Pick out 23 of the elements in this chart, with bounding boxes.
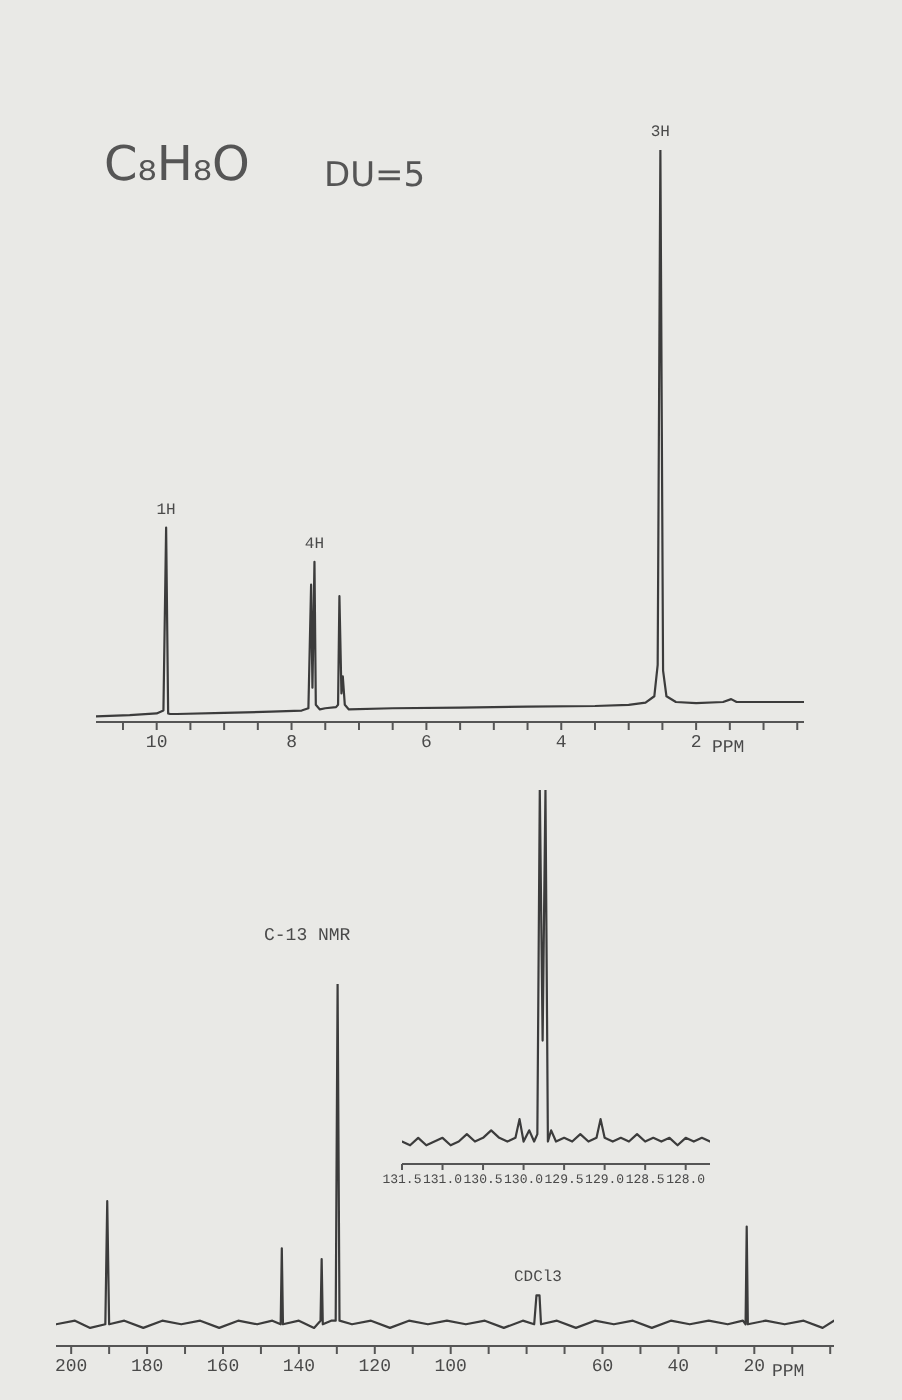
annotation: 1H	[156, 501, 177, 520]
chart-title: C-13 NMR	[264, 926, 351, 946]
x-axis-title: PPM	[712, 738, 745, 758]
annotation: 4H	[304, 535, 325, 554]
x-tick-label: 140	[282, 1356, 316, 1377]
x-tick-label: 160	[206, 1356, 240, 1377]
annotation: DU=5	[324, 156, 426, 196]
x-tick-label: 100	[434, 1356, 467, 1377]
x-tick-label: 20	[743, 1356, 766, 1377]
x-tick-label: 8	[286, 732, 297, 753]
x-tick-label: 6	[420, 732, 432, 753]
x-tick-label: 200	[54, 1356, 88, 1377]
annotation: 3H	[650, 124, 671, 142]
x-tick-label: 2	[690, 732, 702, 753]
x-tick-label: 40	[667, 1356, 690, 1377]
x-tick-label: 10	[145, 732, 168, 753]
annotation: CDCl3	[513, 1269, 563, 1288]
x-tick-label: 4	[555, 732, 567, 753]
annotation: C₈H₈O	[104, 136, 250, 192]
x-tick-label: 180	[130, 1356, 164, 1377]
x-tick-label: 60	[591, 1356, 614, 1377]
x-tick-label: 120	[358, 1356, 391, 1377]
x-axis-title: PPM	[772, 1362, 805, 1382]
